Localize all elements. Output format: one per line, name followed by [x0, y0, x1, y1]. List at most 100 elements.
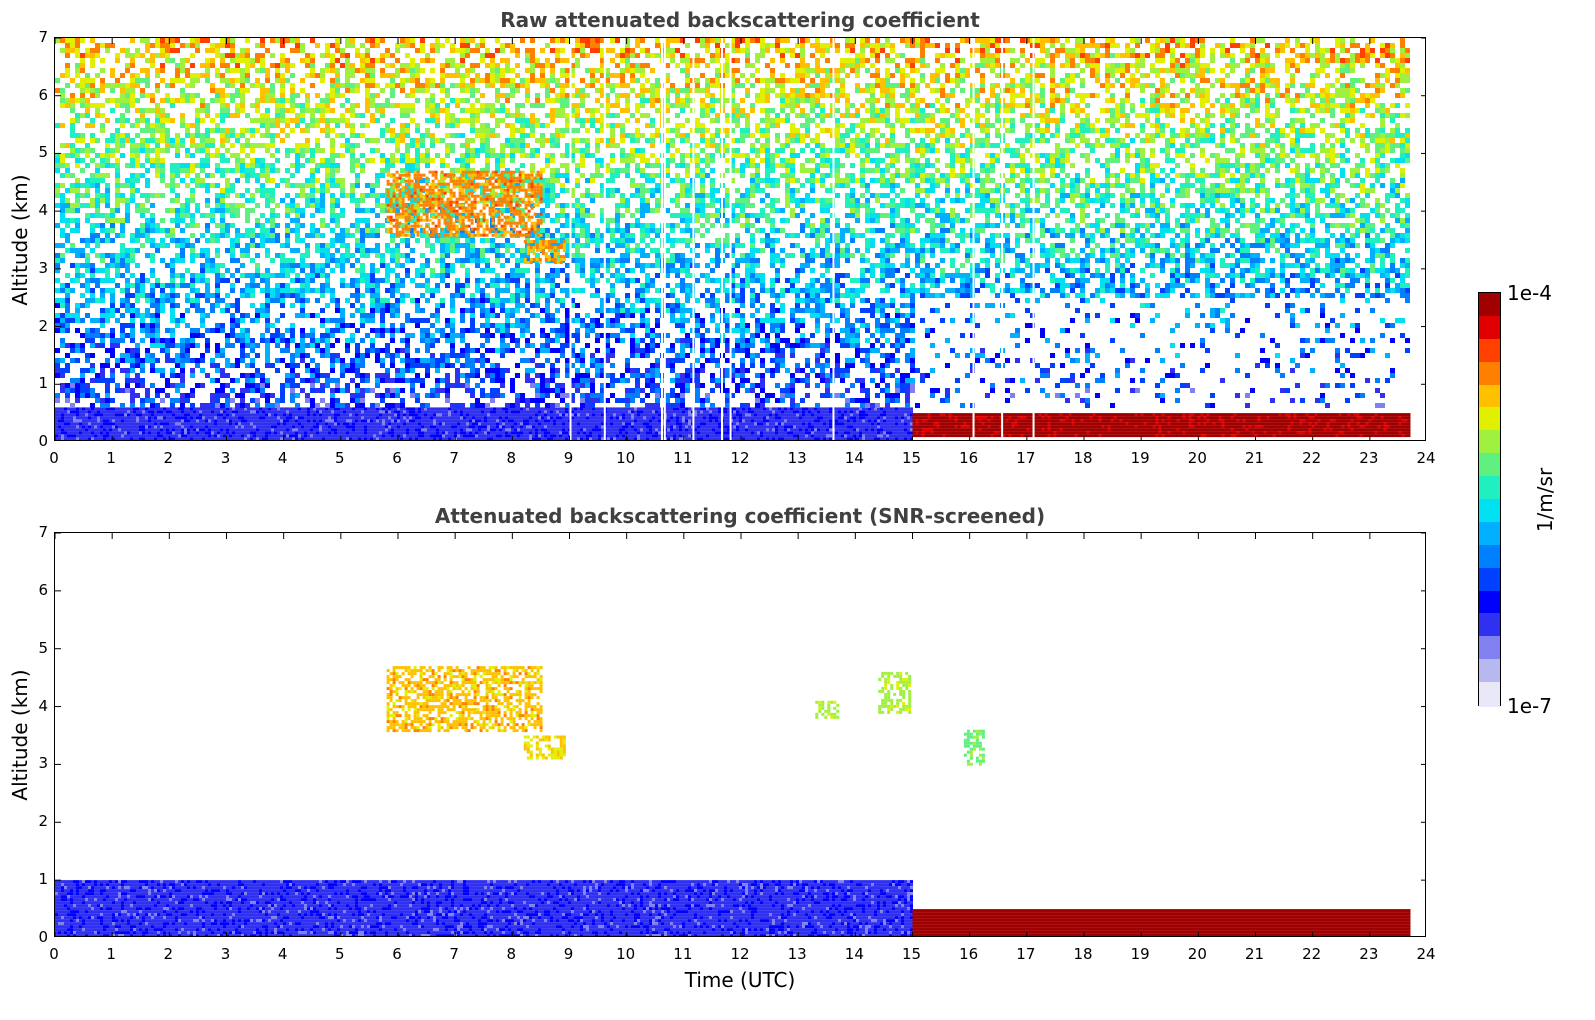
heatmap-cell [220, 419, 223, 423]
heatmap-cell [370, 437, 373, 440]
heatmap-cell [577, 437, 580, 440]
heatmap-cell [787, 428, 790, 432]
heatmap-cell [289, 407, 292, 411]
heatmap-cell [778, 407, 781, 411]
heatmap-cell [1405, 68, 1410, 73]
heatmap-cell [1295, 43, 1300, 48]
heatmap-cell [847, 425, 850, 429]
heatmap-cell [502, 410, 505, 414]
heatmap-cell [727, 431, 730, 435]
heatmap-cell [460, 425, 463, 429]
heatmap-cell [1010, 78, 1015, 83]
heatmap-cell [375, 58, 380, 63]
heatmap-cell [772, 416, 775, 420]
heatmap-cell [80, 38, 85, 43]
heatmap-cell [600, 73, 605, 78]
heatmap-cell [301, 407, 304, 411]
heatmap-cell [427, 416, 430, 420]
heatmap-cell [1065, 38, 1070, 43]
heatmap-cell [610, 428, 613, 432]
heatmap-cell [538, 434, 541, 438]
heatmap-cell [571, 440, 574, 441]
heatmap-cell [955, 78, 960, 83]
heatmap-cell [277, 407, 280, 411]
heatmap-cell [628, 407, 631, 411]
heatmap-cell [454, 422, 457, 426]
heatmap-cell [646, 425, 649, 429]
heatmap-cell [487, 416, 490, 420]
heatmap-cell [1400, 38, 1405, 43]
heatmap-cell [1400, 48, 1405, 53]
heatmap-cell [229, 410, 232, 414]
heatmap-cell [361, 431, 364, 435]
heatmap-cell [1345, 58, 1350, 63]
heatmap-cell [868, 413, 871, 417]
heatmap-cell [1310, 53, 1315, 58]
heatmap-cell [133, 410, 136, 414]
heatmap-cell [430, 434, 433, 438]
heatmap-cell [1240, 48, 1245, 53]
heatmap-cell [904, 422, 907, 426]
heatmap-cell [605, 48, 610, 53]
heatmap-cell [394, 437, 397, 440]
heatmap-cell [421, 440, 424, 441]
heatmap-cell [103, 419, 106, 423]
heatmap-cell [421, 416, 424, 420]
heatmap-cell [169, 413, 172, 417]
heatmap-cell [778, 425, 781, 429]
heatmap-cell [529, 434, 532, 438]
heatmap-cell [712, 419, 715, 423]
heatmap-cell [280, 425, 283, 429]
heatmap-cell [115, 422, 118, 426]
heatmap-cell [905, 38, 910, 43]
heatmap-cell [844, 413, 847, 417]
heatmap-cell [898, 440, 901, 441]
heatmap-cell [196, 428, 199, 432]
heatmap-cell [70, 434, 73, 438]
heatmap-cell [781, 431, 784, 435]
heatmap-cell [955, 73, 960, 78]
heatmap-cell [811, 410, 814, 414]
heatmap-cell [1010, 58, 1015, 63]
heatmap-cell [91, 431, 94, 435]
heatmap-cell [502, 419, 505, 423]
heatmap-cell [91, 410, 94, 414]
heatmap-cell [335, 73, 340, 78]
heatmap-cell [595, 407, 598, 411]
heatmap-cell [451, 440, 454, 441]
heatmap-cell [391, 410, 394, 414]
heatmap-cell [115, 416, 118, 420]
heatmap-cell [157, 428, 160, 432]
heatmap-cell [142, 437, 145, 440]
heatmap-cell [805, 428, 808, 432]
heatmap-cell [637, 416, 640, 420]
heatmap-cell [100, 428, 103, 432]
heatmap-cell [871, 428, 874, 432]
heatmap-cell [400, 437, 403, 440]
heatmap-cell [433, 434, 436, 438]
heatmap-cell [205, 58, 210, 63]
heatmap-cell [862, 431, 865, 435]
heatmap-cell [415, 78, 420, 83]
heatmap-cell [450, 73, 455, 78]
heatmap-cell [67, 407, 70, 411]
heatmap-cell [763, 425, 766, 429]
heatmap-cell [697, 428, 700, 432]
heatmap-cell [600, 58, 605, 63]
heatmap-region-boundary-layer [55, 407, 913, 441]
heatmap-cell [190, 73, 195, 78]
heatmap-cell [61, 413, 64, 417]
heatmap-cell [289, 431, 292, 435]
heatmap-cell [1090, 43, 1095, 48]
heatmap-cell [124, 419, 127, 423]
heatmap-cell [418, 440, 421, 441]
heatmap-cell [853, 428, 856, 432]
heatmap-cell [553, 440, 556, 441]
heatmap-cell [343, 431, 346, 435]
heatmap-cell [310, 419, 313, 423]
heatmap-cell [580, 419, 583, 423]
heatmap-cell [1265, 43, 1270, 48]
heatmap-cell [155, 83, 160, 88]
heatmap-cell [61, 431, 64, 435]
heatmap-cell [385, 407, 388, 411]
